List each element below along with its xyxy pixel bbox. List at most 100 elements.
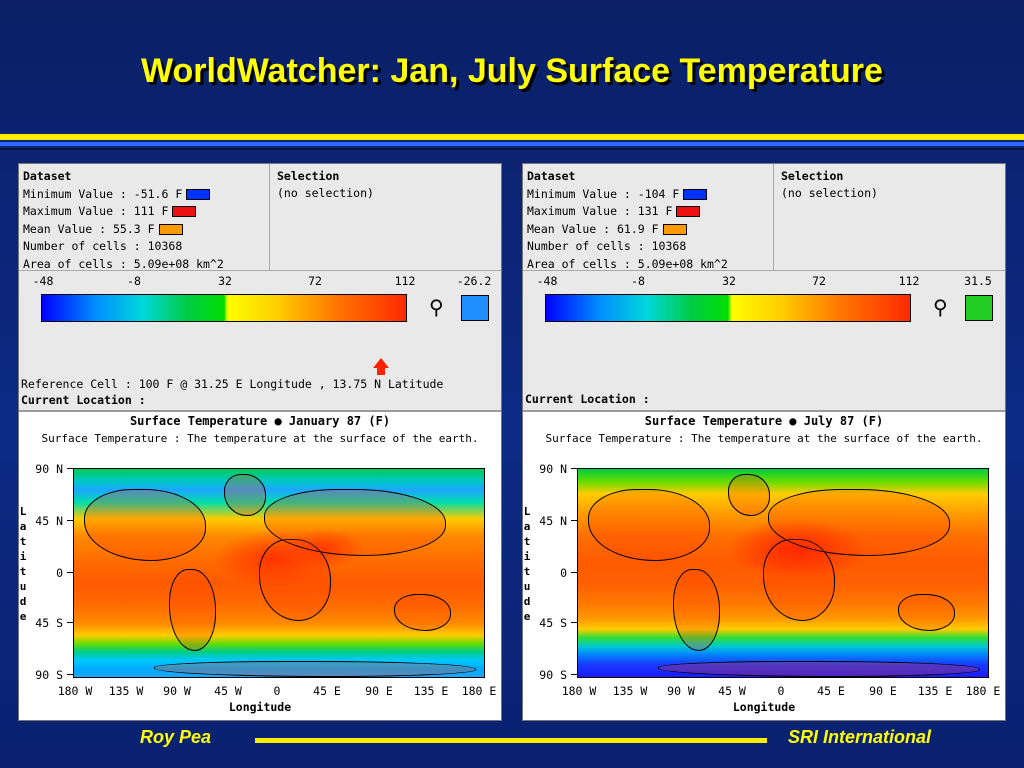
dataset-section: Dataset Minimum Value : -51.6 F Maximum … <box>23 168 224 274</box>
lat-tick <box>67 674 73 675</box>
eyedropper-icon[interactable]: ⚲ <box>933 295 948 319</box>
continent-eurasia <box>264 489 446 556</box>
latitude-letter: L <box>19 505 27 518</box>
continent-australia <box>394 594 451 631</box>
selection-section: Selection (no selection) <box>277 168 374 202</box>
latitude-letter: t <box>523 565 531 578</box>
lon-label: 135 E <box>413 684 449 698</box>
current-color-swatch <box>461 295 489 321</box>
continent-south-america <box>673 569 720 651</box>
lon-label: 180 E <box>965 684 1001 698</box>
max-swatch <box>172 206 197 218</box>
title-divider-yellow <box>0 134 1024 140</box>
lon-label: 180 E <box>461 684 497 698</box>
lat-label: 0 <box>560 566 567 580</box>
footer-organization: SRI International <box>788 727 932 747</box>
lon-label: 180 W <box>57 684 93 698</box>
greenland <box>224 474 266 516</box>
info-divider-vertical <box>269 164 270 270</box>
min-swatch <box>683 188 708 200</box>
lat-tick <box>571 674 577 675</box>
january-panel: Dataset Minimum Value : -51.6 F Maximum … <box>18 163 502 721</box>
mean-swatch <box>158 223 183 235</box>
color-scale-bar[interactable] <box>41 294 407 322</box>
dataset-section: Dataset Minimum Value : -104 F Maximum V… <box>527 168 728 274</box>
map-title: Surface Temperature ● July 87 (F) <box>644 414 884 428</box>
lat-tick <box>571 468 577 469</box>
min-swatch <box>186 188 211 200</box>
colorbar-ticks: -48 -8 32 72 112 <box>523 274 1005 288</box>
current-value: 31.5 <box>964 274 992 288</box>
colorbar-tick: -8 <box>631 274 645 288</box>
july-panel: Dataset Minimum Value : -104 F Maximum V… <box>522 163 1006 721</box>
greenland <box>728 474 770 516</box>
map-subtitle: Surface Temperature : The temperature at… <box>41 432 479 445</box>
lat-tick <box>571 622 577 623</box>
max-swatch <box>676 206 701 218</box>
lat-label: 90 S <box>35 668 63 682</box>
color-scale-bar[interactable] <box>545 294 911 322</box>
mean-value-row: Mean Value : 55.3 F <box>23 221 224 239</box>
latitude-letter: u <box>523 580 531 593</box>
lon-label: 0 <box>777 684 785 698</box>
min-value: Minimum Value : -51.6 F <box>23 186 183 201</box>
max-value: Maximum Value : 131 F <box>527 204 673 219</box>
latitude-letter: a <box>523 520 531 533</box>
lon-label: 90 W <box>667 684 695 698</box>
lon-label: 135 W <box>612 684 648 698</box>
eyedropper-icon[interactable]: ⚲ <box>429 295 444 319</box>
colorbar-tick: 32 <box>722 274 736 288</box>
max-value: Maximum Value : 111 F <box>23 204 169 219</box>
longitude-axis-label: Longitude <box>228 700 292 714</box>
title-divider-blue <box>0 142 1024 146</box>
mean-value-row: Mean Value : 61.9 F <box>527 221 728 239</box>
current-value: -26.2 <box>456 274 492 288</box>
continent-antarctica <box>658 661 980 677</box>
lon-label: 90 E <box>365 684 393 698</box>
lon-label: 0 <box>273 684 281 698</box>
selection-section: Selection (no selection) <box>781 168 878 202</box>
longitude-axis-label: Longitude <box>732 700 796 714</box>
lat-label: 45 S <box>539 616 567 630</box>
map-subtitle: Surface Temperature : The temperature at… <box>545 432 983 445</box>
lon-label: 135 E <box>917 684 953 698</box>
mean-value: Mean Value : 61.9 F <box>527 221 659 236</box>
continent-australia <box>898 594 955 631</box>
dataset-header: Dataset <box>23 169 72 183</box>
dataset-header: Dataset <box>527 169 576 183</box>
mean-swatch <box>662 223 687 235</box>
selection-header: Selection <box>781 169 844 183</box>
latitude-letter: t <box>523 535 531 548</box>
lat-tick <box>571 520 577 521</box>
title-divider-dark <box>0 148 1024 150</box>
slide-title: WorldWatcher: Jan, July Surface Temperat… <box>141 52 883 90</box>
map-title: Surface Temperature ● January 87 (F) <box>129 414 391 428</box>
num-cells: Number of cells : 10368 <box>527 239 687 254</box>
continent-africa <box>763 539 835 621</box>
selection-value: (no selection) <box>781 186 878 200</box>
lat-tick <box>67 572 73 573</box>
selection-value: (no selection) <box>277 186 374 200</box>
footer-author: Roy Pea <box>140 727 212 747</box>
colorbar-tick: 112 <box>394 274 416 288</box>
latitude-letter: t <box>19 565 27 578</box>
lon-label: 90 E <box>869 684 897 698</box>
dataset-info-area: Dataset Minimum Value : -51.6 F Maximum … <box>19 164 501 412</box>
lat-label: 45 S <box>35 616 63 630</box>
max-value-row: Maximum Value : 131 F <box>527 203 728 221</box>
july-temperature-map[interactable] <box>577 468 989 678</box>
selection-header: Selection <box>277 169 340 183</box>
lon-label: 180 W <box>561 684 597 698</box>
latitude-letter: d <box>19 595 27 608</box>
colorbar-ticks: -48 -8 32 72 112 <box>19 274 501 288</box>
latitude-letter: i <box>523 550 531 563</box>
lat-tick <box>67 468 73 469</box>
colorbar-tick: -8 <box>127 274 141 288</box>
lat-label: 0 <box>56 566 63 580</box>
colorbar-tick: 112 <box>898 274 920 288</box>
mean-value: Mean Value : 55.3 F <box>23 221 155 236</box>
lat-label: 90 S <box>539 668 567 682</box>
reference-arrow-icon <box>373 358 389 368</box>
lon-label: 45 E <box>313 684 341 698</box>
january-temperature-map[interactable] <box>73 468 485 678</box>
